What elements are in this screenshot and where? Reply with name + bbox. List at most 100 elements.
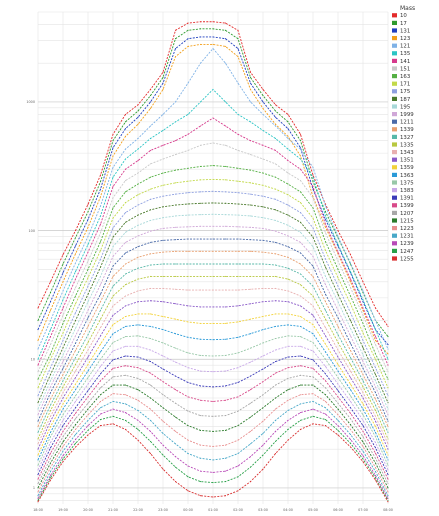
data-point — [74, 363, 77, 366]
data-point — [249, 466, 252, 468]
data-point — [62, 392, 64, 394]
data-point — [99, 358, 102, 360]
data-point — [249, 239, 252, 241]
legend-swatch — [392, 112, 397, 117]
data-point — [87, 383, 89, 385]
data-point — [237, 321, 239, 323]
data-point — [37, 483, 39, 485]
data-point — [374, 367, 377, 369]
data-point — [199, 415, 202, 417]
data-point — [287, 409, 289, 412]
data-point — [87, 425, 89, 427]
data-point — [62, 307, 64, 309]
legend-item: 1335 — [392, 142, 414, 148]
data-point — [162, 315, 164, 318]
data-point — [299, 419, 302, 421]
data-point — [224, 101, 227, 103]
data-point — [49, 420, 52, 422]
legend-swatch — [392, 89, 397, 94]
data-point — [187, 289, 189, 291]
data-point — [249, 71, 252, 73]
data-point — [249, 430, 252, 432]
data-point — [149, 125, 152, 127]
data-point — [249, 101, 252, 103]
data-point — [362, 322, 364, 324]
data-point — [49, 292, 52, 294]
data-point — [374, 462, 377, 464]
legend-label: 123 — [400, 36, 410, 42]
data-point — [224, 144, 227, 146]
data-point — [362, 461, 364, 463]
data-point — [299, 305, 302, 307]
data-point — [112, 305, 114, 307]
data-point — [174, 101, 177, 103]
data-point — [212, 21, 214, 23]
data-point — [224, 263, 227, 265]
data-point — [324, 232, 327, 234]
legend-item: 1239 — [392, 241, 414, 247]
data-point — [174, 140, 177, 142]
data-point — [262, 468, 264, 470]
data-point — [362, 347, 364, 349]
data-point — [49, 398, 52, 400]
data-point — [87, 429, 89, 431]
data-point — [274, 104, 277, 106]
data-point — [299, 155, 302, 157]
data-point — [349, 349, 352, 352]
data-point — [312, 400, 314, 403]
data-point — [299, 168, 302, 170]
data-point — [337, 334, 339, 336]
data-point — [262, 315, 264, 318]
data-point — [374, 392, 377, 394]
data-point — [212, 36, 214, 38]
data-point — [312, 285, 314, 287]
data-point — [349, 281, 352, 283]
data-point — [212, 117, 214, 119]
series-1215 — [37, 384, 389, 489]
data-point — [374, 477, 377, 479]
data-point — [74, 295, 77, 297]
data-point — [74, 342, 77, 344]
data-point — [99, 373, 102, 375]
data-point — [187, 465, 189, 467]
data-point — [49, 380, 52, 382]
data-point — [299, 384, 302, 386]
data-point — [137, 335, 139, 337]
data-point — [237, 439, 239, 441]
data-point — [324, 318, 327, 320]
data-point — [337, 429, 339, 431]
data-point — [249, 333, 252, 335]
data-point — [137, 301, 139, 303]
data-point — [212, 225, 214, 227]
data-point — [299, 295, 302, 297]
data-point — [212, 142, 214, 144]
data-point — [324, 394, 327, 396]
data-point — [299, 412, 302, 414]
data-point — [137, 356, 139, 358]
data-point — [387, 387, 389, 389]
data-point — [249, 303, 252, 305]
series-171 — [37, 178, 389, 389]
legend-label: 175 — [400, 89, 410, 95]
data-point — [199, 202, 202, 204]
data-point — [362, 425, 364, 427]
data-point — [49, 457, 52, 459]
series-121 — [37, 47, 389, 350]
data-point — [387, 402, 389, 404]
data-point — [174, 169, 177, 171]
data-point — [362, 281, 364, 283]
data-point — [312, 350, 314, 352]
data-point — [224, 179, 227, 181]
data-point — [249, 88, 252, 91]
data-point — [74, 418, 77, 420]
data-point — [187, 167, 189, 169]
data-point — [237, 250, 239, 252]
legend-label: 1239 — [400, 241, 414, 247]
data-point — [387, 395, 389, 397]
data-point — [274, 372, 277, 374]
data-point — [312, 305, 314, 307]
data-point — [174, 443, 177, 445]
data-point — [124, 202, 127, 204]
data-point — [99, 293, 102, 295]
data-point — [337, 349, 339, 351]
